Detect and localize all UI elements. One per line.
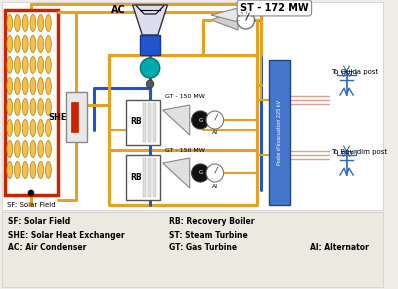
Ellipse shape bbox=[7, 57, 13, 73]
Ellipse shape bbox=[45, 119, 51, 136]
Text: SHE: Solar Heat Exchanger: SHE: Solar Heat Exchanger bbox=[8, 231, 124, 240]
Polygon shape bbox=[163, 158, 190, 188]
Ellipse shape bbox=[7, 119, 13, 136]
Ellipse shape bbox=[22, 140, 28, 158]
Text: GT - 150 MW: GT - 150 MW bbox=[164, 147, 205, 153]
Ellipse shape bbox=[22, 99, 28, 116]
Text: RB: Recovery Boiler: RB: Recovery Boiler bbox=[170, 218, 255, 227]
Ellipse shape bbox=[14, 119, 20, 136]
Circle shape bbox=[192, 111, 209, 129]
Text: SHE: SHE bbox=[49, 112, 67, 121]
Text: SF: Solar Field: SF: Solar Field bbox=[8, 218, 70, 227]
Bar bbox=[66, 92, 87, 142]
Circle shape bbox=[206, 111, 224, 129]
Bar bbox=[2, 212, 383, 287]
Ellipse shape bbox=[14, 57, 20, 73]
Polygon shape bbox=[211, 10, 238, 30]
Ellipse shape bbox=[7, 36, 13, 53]
Ellipse shape bbox=[14, 36, 20, 53]
Bar bbox=[126, 100, 160, 145]
Text: SF: Solar Field: SF: Solar Field bbox=[7, 202, 55, 208]
Ellipse shape bbox=[7, 77, 13, 95]
Ellipse shape bbox=[14, 140, 20, 158]
Text: G: G bbox=[198, 118, 203, 123]
Text: G: G bbox=[198, 171, 203, 175]
Text: Poste d'évacuation 225 kV: Poste d'évacuation 225 kV bbox=[277, 100, 282, 165]
Ellipse shape bbox=[45, 14, 51, 32]
Ellipse shape bbox=[22, 162, 28, 179]
Ellipse shape bbox=[14, 162, 20, 179]
Ellipse shape bbox=[22, 36, 28, 53]
Ellipse shape bbox=[30, 119, 36, 136]
Ellipse shape bbox=[45, 57, 51, 73]
Text: AC: AC bbox=[111, 5, 126, 15]
Text: RB: RB bbox=[131, 173, 142, 181]
Ellipse shape bbox=[45, 36, 51, 53]
Text: AC: Air Condenser: AC: Air Condenser bbox=[8, 244, 86, 253]
Ellipse shape bbox=[30, 14, 36, 32]
Ellipse shape bbox=[7, 99, 13, 116]
Ellipse shape bbox=[38, 36, 43, 53]
Bar bbox=[71, 102, 78, 132]
Ellipse shape bbox=[30, 57, 36, 73]
Ellipse shape bbox=[30, 162, 36, 179]
Ellipse shape bbox=[7, 140, 13, 158]
Text: RB: RB bbox=[131, 118, 142, 127]
Ellipse shape bbox=[30, 77, 36, 95]
Ellipse shape bbox=[7, 14, 13, 32]
Circle shape bbox=[192, 164, 209, 182]
Ellipse shape bbox=[38, 14, 43, 32]
Ellipse shape bbox=[38, 99, 43, 116]
Bar bbox=[126, 155, 160, 200]
Bar bbox=[148, 158, 151, 197]
Polygon shape bbox=[211, 8, 238, 22]
Ellipse shape bbox=[30, 140, 36, 158]
Polygon shape bbox=[140, 35, 160, 55]
Ellipse shape bbox=[14, 77, 20, 95]
Circle shape bbox=[28, 190, 34, 196]
Text: To Bourdim post: To Bourdim post bbox=[331, 149, 387, 155]
Text: To Oujda post: To Oujda post bbox=[331, 69, 378, 75]
Text: ST: Steam Turbine: ST: Steam Turbine bbox=[170, 231, 248, 240]
Ellipse shape bbox=[14, 14, 20, 32]
Ellipse shape bbox=[38, 140, 43, 158]
Bar bbox=[153, 158, 156, 197]
Ellipse shape bbox=[7, 162, 13, 179]
Polygon shape bbox=[133, 5, 168, 35]
Ellipse shape bbox=[38, 162, 43, 179]
Polygon shape bbox=[163, 105, 190, 135]
Circle shape bbox=[206, 164, 224, 182]
Ellipse shape bbox=[22, 77, 28, 95]
Text: GT: Gas Turbine: GT: Gas Turbine bbox=[170, 244, 238, 253]
Ellipse shape bbox=[30, 99, 36, 116]
Ellipse shape bbox=[45, 140, 51, 158]
Bar bbox=[269, 60, 291, 205]
Text: ST - 172 MW: ST - 172 MW bbox=[240, 3, 309, 13]
Bar bbox=[153, 103, 156, 142]
Ellipse shape bbox=[45, 162, 51, 179]
Text: Al: Alternator: Al: Alternator bbox=[310, 244, 369, 253]
Ellipse shape bbox=[45, 77, 51, 95]
Text: AI: AI bbox=[212, 131, 218, 136]
Ellipse shape bbox=[45, 99, 51, 116]
Ellipse shape bbox=[22, 57, 28, 73]
Ellipse shape bbox=[14, 99, 20, 116]
Ellipse shape bbox=[22, 14, 28, 32]
Circle shape bbox=[140, 58, 160, 78]
Ellipse shape bbox=[22, 119, 28, 136]
Ellipse shape bbox=[38, 77, 43, 95]
Circle shape bbox=[146, 80, 154, 88]
Bar bbox=[143, 103, 146, 142]
Bar bbox=[5, 10, 58, 195]
Bar bbox=[143, 158, 146, 197]
Ellipse shape bbox=[30, 36, 36, 53]
Ellipse shape bbox=[38, 57, 43, 73]
Text: AI: AI bbox=[212, 184, 218, 188]
Bar bbox=[148, 103, 151, 142]
Ellipse shape bbox=[38, 119, 43, 136]
Text: GT - 150 MW: GT - 150 MW bbox=[164, 95, 205, 99]
Circle shape bbox=[237, 11, 255, 29]
Bar bbox=[2, 2, 383, 210]
